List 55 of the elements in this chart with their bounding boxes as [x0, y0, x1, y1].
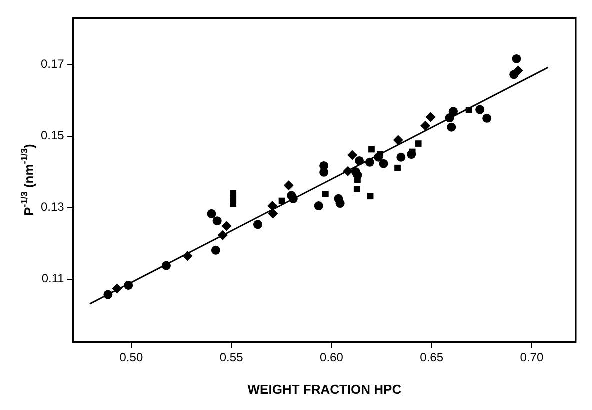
point	[124, 280, 134, 290]
y-tick-label: 0.11	[42, 272, 65, 286]
point	[348, 150, 358, 160]
point	[182, 251, 193, 262]
point	[211, 246, 220, 255]
y-tick-label: 0.15	[40, 128, 65, 143]
point	[466, 106, 472, 114]
x-tick-label: 0.50	[120, 350, 144, 365]
point	[268, 201, 278, 212]
point	[394, 164, 401, 172]
x-tick-label: 0.55	[220, 350, 244, 365]
point	[393, 135, 404, 146]
point	[510, 70, 519, 80]
point	[162, 261, 171, 270]
point	[374, 152, 384, 162]
point	[314, 202, 324, 211]
point	[420, 120, 431, 131]
point	[112, 284, 122, 294]
point	[230, 201, 237, 208]
y-tick-label: 0.13	[40, 200, 65, 214]
point	[212, 216, 222, 226]
point	[426, 112, 436, 122]
point	[207, 209, 216, 218]
point	[447, 122, 456, 132]
x-tick-label: 0.65	[420, 350, 444, 365]
point	[322, 191, 329, 198]
point	[476, 105, 485, 114]
point	[284, 180, 294, 191]
point	[218, 230, 228, 240]
y-tick-label: 0.17	[40, 57, 65, 72]
point	[448, 107, 458, 116]
point	[367, 193, 374, 200]
point	[104, 290, 113, 300]
point	[512, 54, 522, 64]
x-tick-label: 0.70	[520, 350, 544, 365]
point	[396, 152, 406, 162]
point	[365, 158, 374, 167]
point	[336, 199, 345, 208]
x-tick-label: 0.60	[320, 350, 344, 365]
point	[355, 156, 364, 166]
point	[415, 140, 422, 147]
y-axis-title: P-1/3 (nm-1/3)	[19, 144, 37, 216]
point	[368, 146, 375, 153]
x-axis-title: WEIGHT FRACTION HPC	[248, 382, 402, 397]
point	[379, 159, 388, 168]
point	[354, 186, 360, 192]
point	[407, 150, 416, 160]
point	[222, 221, 232, 232]
point	[268, 208, 278, 219]
point	[482, 114, 492, 123]
point	[353, 170, 362, 180]
point	[445, 114, 454, 123]
point	[287, 191, 296, 200]
point	[253, 220, 262, 230]
point	[343, 166, 354, 176]
